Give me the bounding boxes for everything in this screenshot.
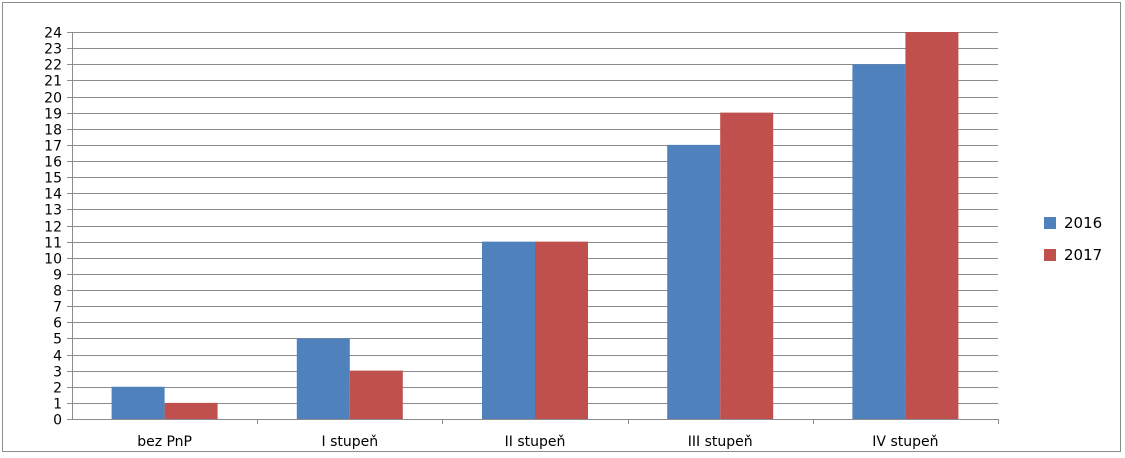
y-tick-label: 1 [53,397,62,413]
y-tick-label: 5 [53,332,62,348]
y-tick-label: 19 [44,107,62,123]
category-label: IV stupeň [872,434,938,450]
bar-2016-4 [852,64,906,419]
category-label: I stupeň [321,434,378,450]
bar-2016-1 [296,338,350,419]
axes [67,32,999,424]
bar-2017-3 [720,112,774,419]
y-tick-label: 10 [44,252,62,268]
legend-label-2016: 2016 [1064,214,1102,232]
y-tick-label: 8 [53,284,62,300]
y-tick-label: 6 [53,316,62,332]
y-tick-label: 15 [44,171,62,187]
bar-chart: 0123456789101112131415161718192021222324… [44,26,1102,451]
y-tick-label: 24 [44,26,62,42]
y-tick-label: 23 [44,42,62,58]
y-tick-label: 11 [44,236,62,252]
category-label: III stupeň [688,434,753,450]
category-label: bez PnP [137,434,192,450]
bar-2017-2 [535,241,588,419]
legend-swatch-2016 [1044,217,1056,229]
y-tick-label: 22 [44,58,62,74]
bar-2017-0 [164,402,218,419]
category-label: II stupeň [505,434,566,450]
bars [111,32,959,419]
y-tick-label: 13 [44,203,62,219]
bar-2016-0 [111,386,165,419]
y-tick-label: 4 [53,349,62,365]
y-tick-label: 18 [44,123,62,139]
bar-2016-2 [482,241,535,419]
category-labels: bez PnP I stupeň II stupeň III stupeň IV stu… [137,434,938,450]
y-tick-label: 16 [44,155,62,171]
gridlines [72,32,998,404]
legend-swatch-2017 [1044,249,1056,261]
y-tick-label: 7 [53,300,62,316]
chart-frame: 0 1 2 3 4 5 6 7 8 9 10 11 12 13 14 15 16 17 18 19 20 21 22 23 24… [2,2,1121,452]
y-tick-label: 12 [44,220,62,236]
legend: 2016 2017 [1044,214,1102,264]
legend-label-2017: 2017 [1064,246,1102,264]
y-tick-label: 2 [53,381,62,397]
y-tick-label: 3 [53,365,62,381]
y-tick-label: 0 [53,413,62,429]
y-tick-label: 20 [44,91,62,107]
bar-2017-4 [905,32,959,419]
y-tick-label: 9 [53,268,62,284]
bar-2016-3 [667,144,721,419]
bar-2017-1 [349,370,403,419]
y-tick-label: 17 [44,139,62,155]
y-tick-label: 21 [44,74,62,90]
y-tick-label: 14 [44,187,62,203]
